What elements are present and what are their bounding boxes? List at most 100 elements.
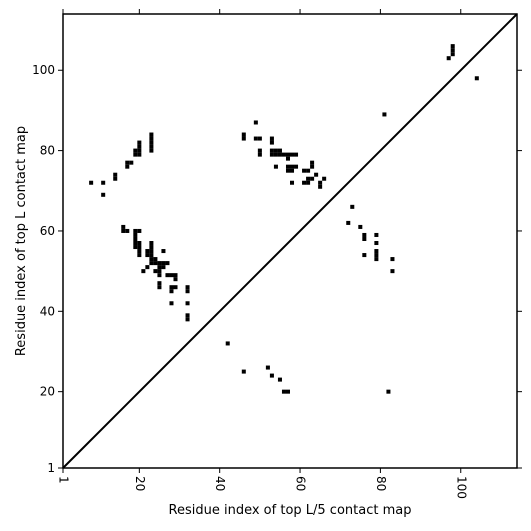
contact-point [474,76,479,81]
x-tick-label: 40 [213,476,227,491]
contact-point [101,180,106,185]
y-tick-label: 40 [40,304,55,318]
contact-point [165,261,170,266]
contact-point [273,152,278,157]
x-tick-label: 80 [374,476,388,491]
contact-point [185,285,190,290]
contact-point [145,265,150,270]
contact-point [358,224,363,229]
contact-point [374,257,379,262]
contact-point [149,245,154,250]
contact-point [281,152,286,157]
contact-point [137,152,142,157]
contact-point [161,249,166,254]
contact-point [137,148,142,153]
contact-point [157,285,162,290]
contact-point [269,136,274,141]
contact-point [310,176,315,181]
contact-point [149,257,154,262]
contact-point [169,301,174,306]
contact-point [153,269,158,274]
x-axis-label: Residue index of top L/5 contact map [169,503,412,518]
contact-point [382,112,387,117]
contact-point [173,273,178,278]
contact-point [149,140,154,145]
contact-point [257,148,262,153]
contact-point [290,164,295,169]
contact-point [161,265,166,270]
contact-point [153,257,158,262]
contact-point [133,236,138,241]
contact-point [157,269,162,274]
contact-point [306,168,311,173]
y-tick-label: 20 [40,385,55,399]
contact-point [153,261,158,266]
contact-point [185,317,190,322]
contact-point [113,176,118,181]
contact-point [285,156,290,161]
contact-point [137,144,142,149]
contact-point [149,132,154,137]
contact-point [169,285,174,290]
contact-point [285,168,290,173]
y-tick-label: 80 [40,144,55,158]
contact-point [157,265,162,270]
contact-point [129,160,134,165]
contact-point [450,52,455,57]
contact-point [269,373,274,378]
contact-point [157,281,162,286]
contact-point [137,245,142,250]
contact-point [133,241,138,246]
contact-point [149,136,154,141]
y-axis-label: Residue index of top L contact map [14,126,29,356]
contact-point [101,192,106,197]
contact-point [281,389,286,394]
points-layer [89,44,479,394]
y-axis: 1 20 40 60 80 100 [32,63,522,475]
contact-point [277,152,282,157]
contact-point [306,176,311,181]
contact-point [285,164,290,169]
contact-point [125,228,130,233]
contact-point [285,152,290,157]
contact-point [149,261,154,266]
contact-point [157,273,162,278]
contact-point [137,228,142,233]
contact-point [145,249,150,254]
contact-point [322,176,327,181]
contact-point [350,204,355,209]
contact-point [269,152,274,157]
contact-point [89,180,94,185]
contact-point [173,277,178,282]
contact-point [113,172,118,177]
x-tick-label: 1 [57,476,71,484]
contact-point [265,365,270,370]
contact-point [346,220,351,225]
contact-point [185,313,190,318]
contact-point [374,249,379,254]
contact-point [253,136,258,141]
contact-point [141,269,146,274]
contact-point [302,168,307,173]
contact-point [374,253,379,258]
contact-point [149,253,154,258]
contact-point [273,148,278,153]
contact-point [277,148,282,153]
contact-point [362,253,367,258]
contact-point [241,369,246,374]
contact-point [314,172,319,177]
contact-point [306,180,311,185]
contact-point [121,224,126,229]
contact-point [302,180,307,185]
contact-point [125,160,130,165]
contact-point [149,241,154,246]
contact-point [294,164,299,169]
contact-point [241,136,246,141]
contact-point [133,232,138,237]
x-tick-label: 100 [454,476,468,499]
contact-point [137,241,142,246]
contact-point [149,144,154,149]
contact-point [169,273,174,278]
contact-point [269,140,274,145]
